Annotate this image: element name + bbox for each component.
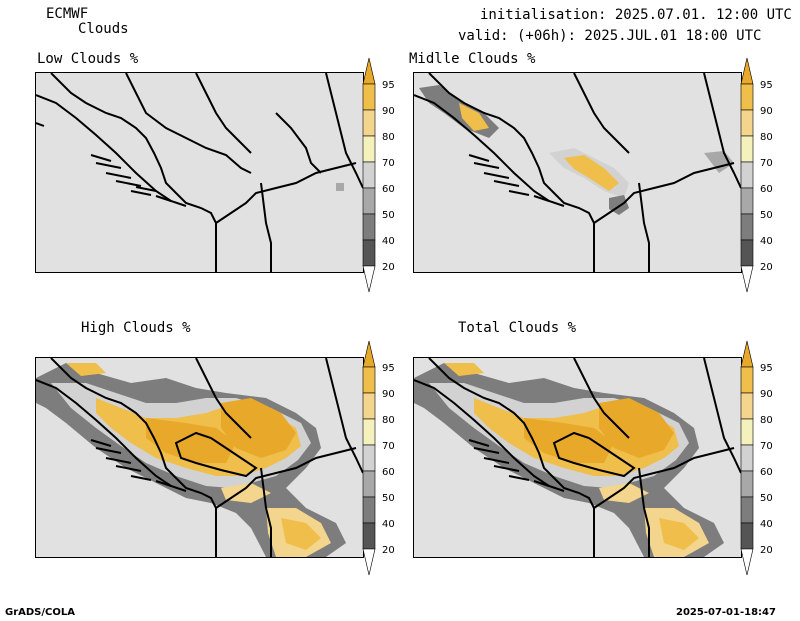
colorbar-label: 50 (760, 493, 773, 504)
panel-title-middle-clouds: Midlle Clouds % (409, 51, 536, 67)
coastline-and-borders (36, 73, 363, 272)
colorbar-swatches (740, 57, 754, 293)
colorbar-swatch (362, 109, 376, 137)
panel-title-low-clouds: Low Clouds % (37, 51, 139, 67)
colorbar-swatch (362, 444, 376, 472)
colorbar-label: 80 (382, 415, 395, 426)
colorbar-label: 70 (382, 441, 395, 452)
colorbar-label: 95 (382, 363, 395, 374)
colorbar-swatch (740, 418, 754, 446)
colorbar-swatch (362, 135, 376, 163)
low-clouds-map (35, 72, 364, 273)
colorbar-high: 95 90 80 70 60 50 40 20 (362, 340, 395, 576)
valid-text: valid: (+06h): 2025.JUL.01 18:00 UTC (458, 28, 762, 44)
colorbar-total: 95 90 80 70 60 50 40 20 (740, 340, 773, 576)
footer-software: GrADS/COLA (5, 607, 75, 618)
colorbar-label: 70 (760, 158, 773, 169)
colorbar-low: 95 90 80 70 60 50 40 20 (362, 57, 395, 293)
colorbar-swatch (362, 366, 376, 394)
cloud-fill (36, 363, 346, 557)
colorbar-label: 90 (760, 106, 773, 117)
colorbar-label: 90 (760, 389, 773, 400)
colorbar-label: 60 (382, 467, 395, 478)
colorbar-swatches (362, 340, 376, 576)
cloud-patch (336, 183, 344, 191)
colorbar-label: 95 (760, 80, 773, 91)
middle-clouds-map (413, 72, 742, 273)
colorbar-arrow-top (740, 57, 754, 85)
colorbar-swatch (362, 161, 376, 189)
coastline-and-borders (36, 358, 363, 557)
colorbar-label: 20 (760, 545, 773, 556)
colorbar-swatch (362, 187, 376, 215)
footer-timestamp: 2025-07-01-18:47 (676, 607, 776, 618)
colorbar-label: 50 (382, 210, 395, 221)
colorbar-label: 95 (760, 363, 773, 374)
colorbar-swatch (740, 392, 754, 420)
colorbar-label: 40 (382, 519, 395, 530)
colorbar-swatch (362, 418, 376, 446)
colorbar-arrow-bottom (740, 265, 754, 293)
panel-title-high-clouds: High Clouds % (81, 320, 191, 336)
colorbar-swatch (740, 366, 754, 394)
colorbar-arrow-bottom (362, 548, 376, 576)
model-label: ECMWF (46, 6, 89, 22)
colorbar-label: 60 (760, 184, 773, 195)
colorbar-label: 60 (760, 467, 773, 478)
colorbar-swatch (740, 83, 754, 111)
colorbar-swatches (362, 57, 376, 293)
colorbar-label: 80 (760, 132, 773, 143)
colorbar-label: 80 (760, 415, 773, 426)
colorbar-label: 90 (382, 106, 395, 117)
colorbar-swatch (740, 470, 754, 498)
colorbar-swatch (362, 213, 376, 241)
colorbar-arrow-top (740, 340, 754, 368)
colorbar-swatch (362, 392, 376, 420)
coastline-and-borders (414, 358, 741, 557)
colorbar-arrow-bottom (740, 548, 754, 576)
colorbar-swatch (362, 522, 376, 550)
colorbar-swatch (362, 470, 376, 498)
colorbar-label: 70 (760, 441, 773, 452)
colorbar-label: 95 (382, 80, 395, 91)
colorbar-label: 40 (760, 236, 773, 247)
colorbar-label: 60 (382, 184, 395, 195)
high-clouds-map (35, 357, 364, 558)
colorbar-label: 70 (382, 158, 395, 169)
colorbar-label: 80 (382, 132, 395, 143)
panel-title-total-clouds: Total Clouds % (458, 320, 577, 336)
total-clouds-map (413, 357, 742, 558)
colorbar-swatch (740, 161, 754, 189)
colorbar-arrow-bottom (362, 265, 376, 293)
cloud-fill (414, 363, 724, 557)
colorbar-label: 20 (760, 262, 773, 273)
colorbar-arrow-top (362, 340, 376, 368)
colorbar-swatch (740, 522, 754, 550)
colorbar-label: 20 (382, 545, 395, 556)
colorbar-label: 50 (760, 210, 773, 221)
colorbar-swatch (740, 187, 754, 215)
colorbar-swatch (740, 239, 754, 267)
colorbar-swatch (740, 213, 754, 241)
colorbar-swatch (740, 135, 754, 163)
colorbar-label: 90 (382, 389, 395, 400)
parameter-label: Clouds (78, 21, 129, 37)
colorbar-swatches (740, 340, 754, 576)
initialisation-text: initialisation: 2025.07.01. 12:00 UTC (480, 7, 792, 23)
colorbar-swatch (740, 444, 754, 472)
colorbar-swatch (362, 239, 376, 267)
colorbar-swatch (740, 496, 754, 524)
colorbar-swatch (362, 496, 376, 524)
colorbar-arrow-top (362, 57, 376, 85)
colorbar-label: 40 (382, 236, 395, 247)
coastline-and-borders (414, 73, 741, 272)
colorbar-swatch (362, 83, 376, 111)
colorbar-label: 50 (382, 493, 395, 504)
colorbar-label: 40 (760, 519, 773, 530)
colorbar-label: 20 (382, 262, 395, 273)
colorbar-swatch (740, 109, 754, 137)
colorbar-middle: 95 90 80 70 60 50 40 20 (740, 57, 773, 293)
